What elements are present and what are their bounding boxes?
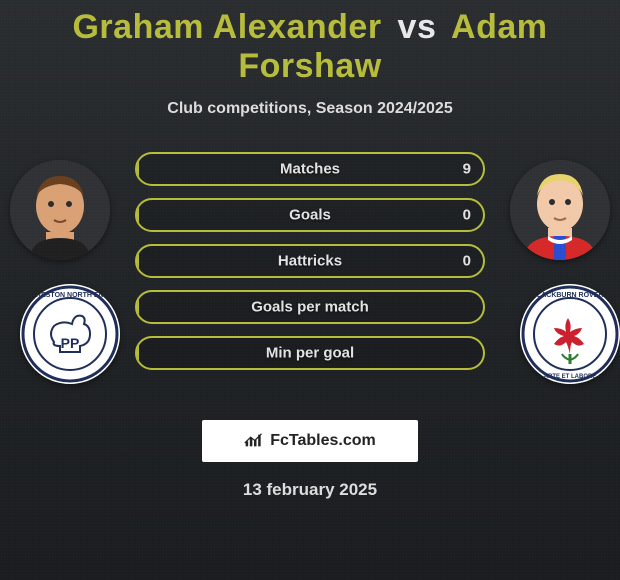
- svg-text:PRESTON NORTH END: PRESTON NORTH END: [31, 292, 108, 299]
- player1-avatar: [10, 160, 110, 260]
- stat-right-value: 0: [463, 207, 471, 224]
- stat-row-goals-per-match: Goals per match: [135, 290, 485, 324]
- player2-avatar: [510, 160, 610, 260]
- svg-text:PP: PP: [61, 335, 80, 351]
- page-title: Graham Alexander vs Adam Forshaw: [0, 0, 620, 86]
- source-logo: FcTables.com: [202, 420, 418, 462]
- player1-club-crest: PRESTON NORTH END PP: [20, 284, 120, 384]
- stat-right-value: 9: [463, 161, 471, 178]
- stat-label: Hattricks: [137, 253, 483, 270]
- date-text: 13 february 2025: [0, 480, 620, 500]
- title-player1: Graham Alexander: [72, 8, 381, 46]
- comparison-area: PRESTON NORTH END PP BLACKBURN ROVERS AR…: [0, 152, 620, 402]
- svg-text:ARTE ET LABORE: ARTE ET LABORE: [544, 374, 597, 380]
- stat-row-matches: Matches 9: [135, 152, 485, 186]
- title-vs: vs: [398, 8, 437, 46]
- svg-text:BLACKBURN ROVERS: BLACKBURN ROVERS: [532, 292, 609, 299]
- source-logo-text: FcTables.com: [270, 432, 376, 450]
- stat-row-goals: Goals 0: [135, 198, 485, 232]
- stat-right-value: 0: [463, 253, 471, 270]
- player2-club-crest: BLACKBURN ROVERS ARTE ET LABORE: [520, 284, 620, 384]
- stat-row-min-per-goal: Min per goal: [135, 336, 485, 370]
- stat-label: Min per goal: [137, 345, 483, 362]
- stat-row-hattricks: Hattricks 0: [135, 244, 485, 278]
- subtitle: Club competitions, Season 2024/2025: [0, 100, 620, 118]
- chart-icon: [244, 433, 264, 449]
- stat-label: Goals: [137, 207, 483, 224]
- stat-label: Goals per match: [137, 299, 483, 316]
- stat-label: Matches: [137, 161, 483, 178]
- stat-bars: Matches 9 Goals 0 Hattricks 0 Goals per …: [135, 152, 485, 382]
